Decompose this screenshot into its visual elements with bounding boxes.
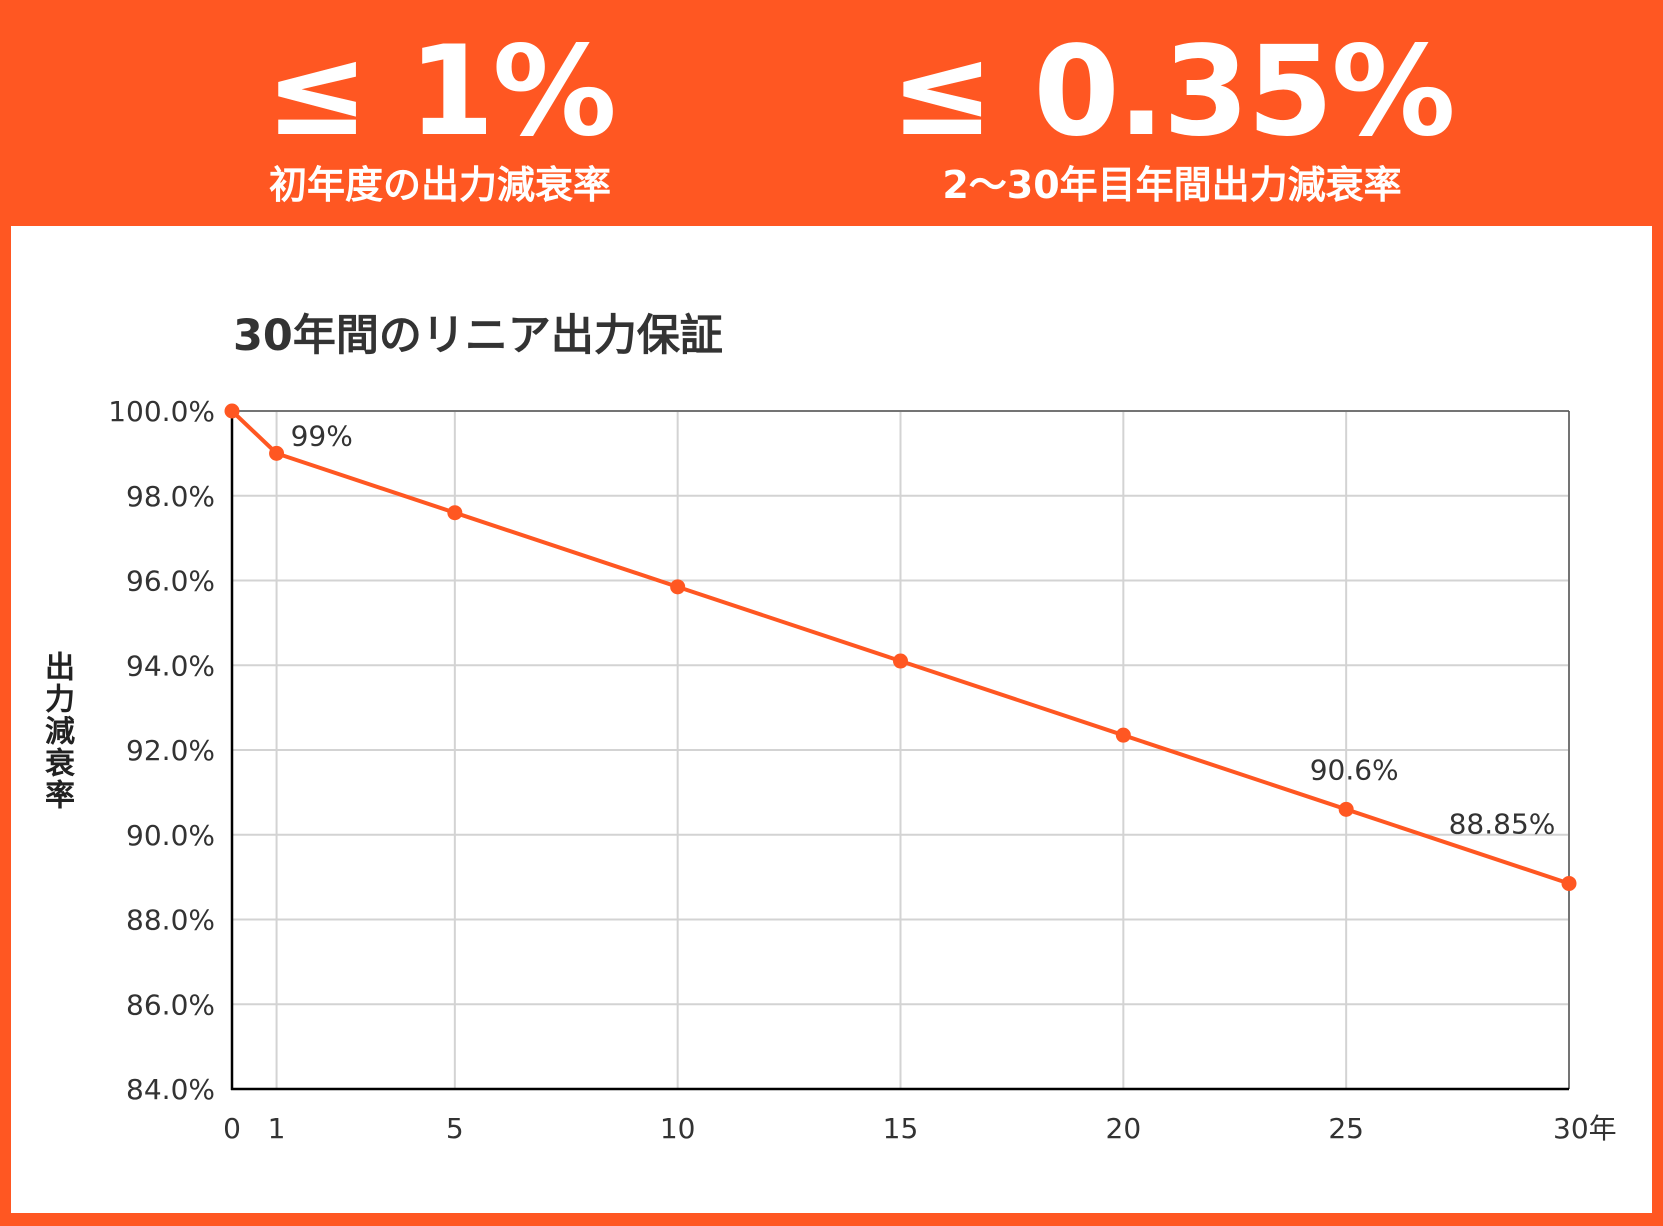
data-point — [224, 403, 240, 419]
data-point — [1338, 801, 1354, 817]
y-tick-label: 88.0% — [126, 904, 215, 937]
y-tick-label: 92.0% — [126, 734, 215, 767]
x-tick-label: 10 — [660, 1112, 696, 1145]
x-tick-label: 15 — [883, 1112, 919, 1145]
data-point — [269, 445, 285, 461]
x-tick-label: 1 — [268, 1112, 286, 1145]
x-tick-label: 30年 — [1553, 1112, 1617, 1145]
data-point — [1561, 875, 1577, 891]
data-label: 99% — [291, 419, 353, 452]
y-tick-label: 90.0% — [126, 819, 215, 852]
y-tick-label: 98.0% — [126, 480, 215, 513]
first-year-degradation-caption: 初年度の出力減衰率 — [268, 163, 611, 207]
y-tick-label: 94.0% — [126, 649, 215, 682]
y-tick-label: 86.0% — [126, 988, 215, 1021]
x-tick-label: 20 — [1106, 1112, 1142, 1145]
data-point — [447, 505, 463, 521]
data-point — [1115, 727, 1131, 743]
annual-degradation-value: ≤ 0.35% — [890, 20, 1455, 164]
data-point — [893, 653, 908, 669]
first-year-degradation-stat: ≤ 1% 初年度の出力減衰率 — [60, 0, 820, 207]
data-label: 90.6% — [1310, 753, 1399, 786]
annual-degradation-stat: ≤ 0.35% 2〜30年目年間出力減衰率 — [792, 0, 1552, 207]
x-tick-label: 25 — [1328, 1112, 1364, 1145]
line-chart: 84.0% 86.0% 88.0% 90.0% 92.0% 94.0% 96.0% 98.0%… — [108, 395, 1617, 1145]
first-year-degradation-value: ≤ 1% — [265, 20, 617, 164]
header-banner: ≤ 1% 初年度の出力減衰率 ≤ 0.35% 2〜30年目年間出力減衰率 — [0, 0, 1663, 226]
y-tick-label: 96.0% — [126, 565, 215, 598]
data-point — [670, 579, 686, 595]
y-tick-label: 100.0% — [108, 395, 215, 428]
chart-panel: 30年間のリニア出力保証 出力減衰率 84.0% 86.0% 88.0% 90.0% 9… — [11, 226, 1652, 1213]
series-line — [230, 409, 1571, 886]
y-tick-label: 84.0% — [126, 1073, 215, 1106]
chart-title: 30年間のリニア出力保証 — [233, 311, 723, 361]
x-tick-label: 5 — [446, 1112, 464, 1145]
annual-degradation-caption: 2〜30年目年間出力減衰率 — [942, 163, 1402, 207]
x-tick-label: 0 — [223, 1112, 241, 1145]
data-label: 88.85% — [1449, 807, 1556, 840]
y-axis-title: 出力減衰率 — [39, 651, 74, 811]
